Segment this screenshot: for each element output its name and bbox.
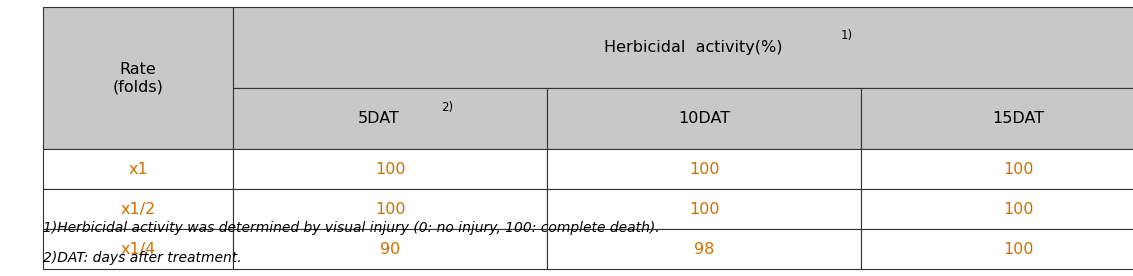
Bar <box>233 7 1133 88</box>
Bar <box>547 229 861 269</box>
Text: x1: x1 <box>128 161 148 177</box>
Bar <box>233 189 547 229</box>
Text: 5DAT: 5DAT <box>358 111 400 126</box>
Bar <box>233 229 547 269</box>
Text: 100: 100 <box>689 161 719 177</box>
Bar <box>547 189 861 229</box>
Text: Herbicidal  activity(%): Herbicidal activity(%) <box>604 40 783 55</box>
Text: 10DAT: 10DAT <box>678 111 731 126</box>
Text: 90: 90 <box>381 242 400 257</box>
Text: 100: 100 <box>1004 201 1033 217</box>
Text: 1)Herbicidal activity was determined by visual injury (0: no injury, 100: comple: 1)Herbicidal activity was determined by … <box>43 221 659 235</box>
Bar <box>233 149 547 189</box>
Text: 1): 1) <box>841 29 852 42</box>
Text: 98: 98 <box>695 242 714 257</box>
Text: Rate
(folds): Rate (folds) <box>113 62 163 94</box>
Text: 100: 100 <box>1004 161 1033 177</box>
Bar <box>43 7 233 149</box>
Text: 100: 100 <box>1004 242 1033 257</box>
Bar <box>43 229 233 269</box>
Bar <box>233 88 547 149</box>
Bar <box>861 149 1133 189</box>
Bar <box>43 149 233 189</box>
Text: 15DAT: 15DAT <box>993 111 1045 126</box>
Bar <box>861 189 1133 229</box>
Bar <box>861 229 1133 269</box>
Text: x1/4: x1/4 <box>120 242 156 257</box>
Text: 100: 100 <box>375 161 406 177</box>
Bar <box>547 88 861 149</box>
Text: x1/2: x1/2 <box>120 201 156 217</box>
Text: 100: 100 <box>689 201 719 217</box>
Text: 100: 100 <box>375 201 406 217</box>
Text: 2): 2) <box>441 101 453 114</box>
Bar <box>547 149 861 189</box>
Text: 2)DAT: days after treatment.: 2)DAT: days after treatment. <box>43 251 241 265</box>
Bar <box>43 189 233 229</box>
Bar <box>861 88 1133 149</box>
